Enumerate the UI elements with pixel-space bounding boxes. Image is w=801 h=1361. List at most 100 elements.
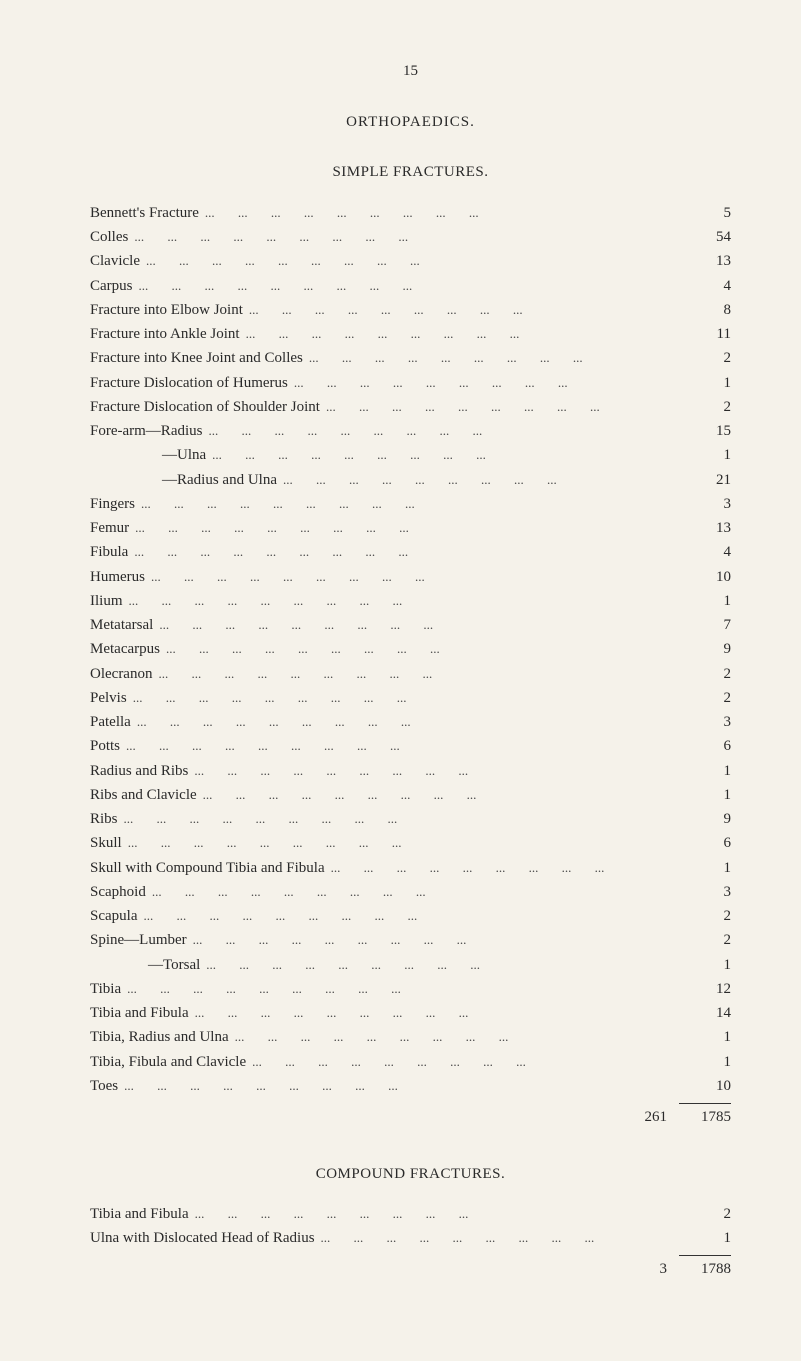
dot-leader	[193, 929, 685, 953]
table-row: Skull 6	[90, 832, 731, 856]
entry-value: 7	[691, 614, 731, 637]
dot-leader	[139, 275, 686, 299]
entry-value: 2	[691, 663, 731, 686]
dot-leader	[321, 1227, 685, 1251]
entry-value: 13	[691, 250, 731, 273]
dot-leader	[151, 566, 685, 590]
dot-leader	[212, 444, 685, 468]
entry-label: Potts	[90, 735, 120, 758]
table-row: Toes10	[90, 1075, 731, 1099]
table-row: Fibula4	[90, 541, 731, 565]
entry-label: —Radius and Ulna	[90, 469, 277, 492]
entry-value: 3	[691, 493, 731, 516]
dot-leader	[124, 808, 685, 832]
entry-label: Fracture Dislocation of Shoulder Joint	[90, 396, 320, 419]
entry-label: Humerus	[90, 566, 145, 589]
section1-subtotal: 261	[627, 1106, 667, 1129]
entry-label: Fracture into Knee Joint and Colles	[90, 347, 303, 370]
entry-label: Tibia, Radius and Ulna	[90, 1026, 229, 1049]
table-row: Carpus4	[90, 275, 731, 299]
entry-value: 1	[691, 590, 731, 613]
table-row: Olecranon 2	[90, 663, 731, 687]
entry-label: Ilium	[90, 590, 123, 613]
dot-leader	[331, 857, 685, 881]
entry-label: Tibia	[90, 978, 121, 1001]
table-row: Fracture Dislocation of Humerus 1	[90, 372, 731, 396]
table-row: Radius and Ribs 1	[90, 760, 731, 784]
entry-value: 1	[691, 1227, 731, 1250]
table-row: Patella3	[90, 711, 731, 735]
entry-label: Femur	[90, 517, 129, 540]
entry-label: Olecranon	[90, 663, 152, 686]
dot-leader	[129, 590, 686, 614]
entry-value: 1	[691, 857, 731, 880]
entry-label: Radius and Ribs	[90, 760, 188, 783]
table-row: Scapula2	[90, 905, 731, 929]
dot-leader	[126, 735, 685, 759]
entry-value: 4	[691, 275, 731, 298]
dot-leader	[203, 784, 685, 808]
entry-value: 8	[691, 299, 731, 322]
entry-label: Scapula	[90, 905, 137, 928]
table-row: Humerus10	[90, 566, 731, 590]
table-row: Colles54	[90, 226, 731, 250]
entry-label: Skull with Compound Tibia and Fibula	[90, 857, 325, 880]
entry-value: 1	[691, 760, 731, 783]
entry-value: 21	[691, 469, 731, 492]
entry-value: 2	[691, 347, 731, 370]
dot-leader	[133, 687, 685, 711]
entry-value: 1	[691, 1051, 731, 1074]
entry-label: Clavicle	[90, 250, 140, 273]
entry-label: Fore-arm—Radius	[90, 420, 202, 443]
table-row: Bennett's Fracture5	[90, 202, 731, 226]
entry-label: Fingers	[90, 493, 135, 516]
entry-value: 1	[691, 954, 731, 977]
entry-value: 6	[691, 735, 731, 758]
dot-leader	[205, 202, 685, 226]
entry-label: Metacarpus	[90, 638, 160, 661]
dot-leader	[158, 663, 685, 687]
entry-value: 15	[691, 420, 731, 443]
entry-value: 6	[691, 832, 731, 855]
table-row: Tibia and Fibula14	[90, 1002, 731, 1026]
dot-leader	[135, 517, 685, 541]
section1-totals-row: 261 1785	[90, 1106, 731, 1129]
table-row: Femur13	[90, 517, 731, 541]
table-row: Fore-arm—Radius 15	[90, 420, 731, 444]
entry-value: 9	[691, 808, 731, 831]
entry-value: 1	[691, 372, 731, 395]
table-row: Spine—Lumber 2	[90, 929, 731, 953]
table-row: Ulna with Dislocated Head of Radius1	[90, 1227, 731, 1251]
entry-value: 3	[691, 711, 731, 734]
table-row: Clavicle 13	[90, 250, 731, 274]
dot-leader	[249, 299, 685, 323]
section1-subtotal-rule	[679, 1103, 731, 1104]
table-row: —Ulna1	[90, 444, 731, 468]
table-row: Ribs and Clavicle1	[90, 784, 731, 808]
entry-label: Spine—Lumber	[90, 929, 187, 952]
entry-label: Skull	[90, 832, 122, 855]
section1-entries: Bennett's Fracture5Colles54Clavicle13Car…	[90, 202, 731, 1099]
entry-label: Ribs	[90, 808, 118, 831]
table-row: —Torsal 1	[90, 954, 731, 978]
entry-value: 2	[691, 1203, 731, 1226]
entry-label: Bennett's Fracture	[90, 202, 199, 225]
entry-value: 2	[691, 396, 731, 419]
table-row: —Radius and Ulna 21	[90, 469, 731, 493]
entry-label: Ribs and Clavicle	[90, 784, 197, 807]
entry-label: Tibia and Fibula	[90, 1203, 189, 1226]
dot-leader	[166, 638, 685, 662]
entry-value: 10	[691, 1075, 731, 1098]
entry-value: 2	[691, 687, 731, 710]
dot-leader	[283, 469, 685, 493]
table-row: Tibia12	[90, 978, 731, 1002]
entry-label: Tibia and Fibula	[90, 1002, 189, 1025]
section2-entries: Tibia and Fibula 2Ulna with Dislocated He…	[90, 1203, 731, 1252]
entry-value: 2	[691, 929, 731, 952]
entry-label: —Torsal	[90, 954, 200, 977]
dot-leader	[194, 760, 685, 784]
entry-value: 1	[691, 1026, 731, 1049]
table-row: Ilium 1	[90, 590, 731, 614]
table-row: Fracture into Ankle Joint11	[90, 323, 731, 347]
entry-label: Fracture Dislocation of Humerus	[90, 372, 288, 395]
